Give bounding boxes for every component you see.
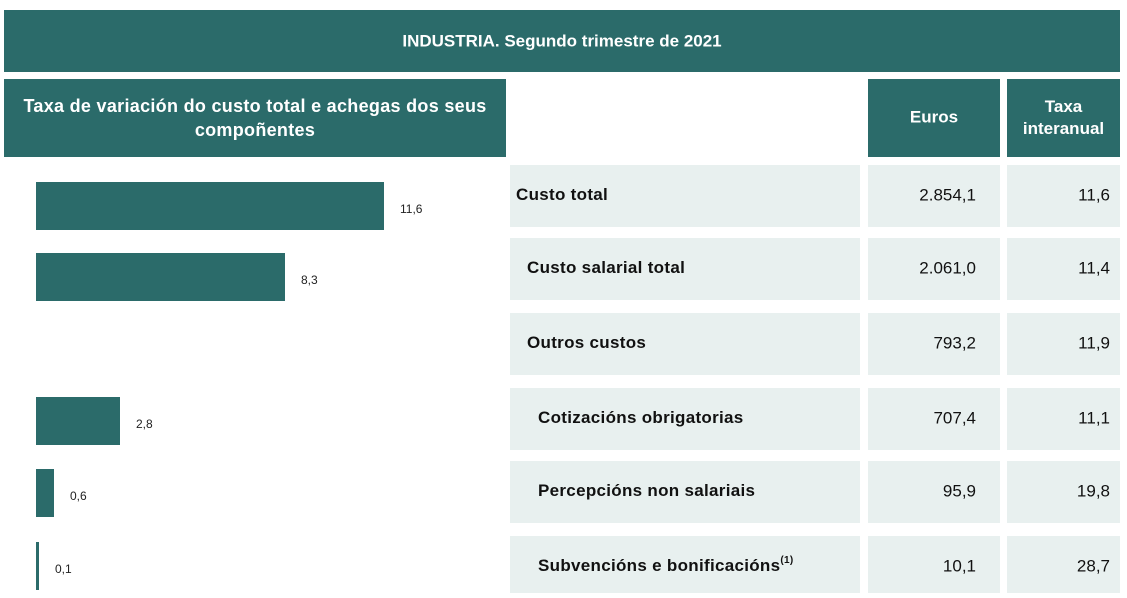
row-label-cell (510, 165, 860, 227)
row-label: Subvencións e bonificacións(1) (538, 555, 794, 576)
value-cell (868, 536, 1000, 593)
row-label: Outros custos (527, 333, 646, 352)
column-header-wrap: Taxa interanual (1022, 97, 1105, 138)
rate-value: 11,9 (1078, 333, 1110, 352)
bar-label: 11,6 (400, 202, 423, 216)
value-cell (868, 165, 1000, 227)
row-label: Custo total (516, 185, 608, 204)
row-label-cell (510, 461, 860, 523)
bar (36, 182, 384, 230)
bar-label: 0,1 (55, 562, 72, 576)
chart-title: Taxa de variación do custo total e acheg… (23, 96, 487, 140)
title-banner (4, 10, 1120, 72)
column-header: Taxa interanual (1022, 97, 1105, 138)
euros-value: 10,1 (943, 556, 976, 575)
rate-value: 11,4 (1078, 258, 1110, 277)
row-label-text: Subvencións e bonificacións (538, 556, 780, 575)
header-cell (868, 79, 1000, 157)
bar-label: 8,3 (301, 273, 318, 287)
row-label-text: Percepcións non salariais (538, 481, 755, 500)
row-label-text: Cotizacións obrigatorias (538, 408, 744, 427)
rate-value: 28,7 (1077, 556, 1110, 575)
row-label-cell (510, 388, 860, 450)
value-cell (1007, 165, 1120, 227)
chart-title-wrap: Taxa de variación do custo total e acheg… (23, 96, 487, 140)
row-label-text: Outros custos (527, 333, 646, 352)
bar (36, 469, 54, 517)
row-label: Custo salarial total (527, 258, 685, 277)
value-cell (1007, 461, 1120, 523)
bar (36, 542, 39, 590)
bar-label: 0,6 (70, 489, 87, 503)
row-label: Cotizacións obrigatorias (538, 408, 744, 427)
column-header: Euros (910, 107, 958, 126)
bar-label: 2,8 (136, 417, 153, 431)
header-cell (1007, 79, 1120, 157)
euros-value: 2.061,0 (919, 258, 976, 277)
euros-value: 2.854,1 (919, 185, 976, 204)
euros-value: 793,2 (933, 333, 976, 352)
row-label-cell (510, 313, 860, 375)
footnote-mark: (1) (780, 555, 793, 566)
value-cell (1007, 313, 1120, 375)
bar (36, 397, 120, 445)
rate-value: 11,6 (1078, 185, 1110, 204)
value-cell (868, 238, 1000, 300)
row-label: Percepcións non salariais (538, 481, 755, 500)
value-cell (1007, 536, 1120, 593)
rate-value: 19,8 (1077, 481, 1110, 500)
page-title: INDUSTRIA. Segundo trimestre de 2021 (402, 31, 721, 50)
value-cell (1007, 388, 1120, 450)
value-cell (868, 313, 1000, 375)
euros-value: 95,9 (943, 481, 976, 500)
rate-value: 11,1 (1078, 408, 1110, 427)
bar (36, 253, 285, 301)
euros-value: 707,4 (933, 408, 976, 427)
value-cell (868, 461, 1000, 523)
chart-title-box (4, 79, 506, 157)
row-label-text: Custo total (516, 185, 608, 204)
row-label-text: Custo salarial total (527, 258, 685, 277)
row-label-cell (510, 238, 860, 300)
row-label-cell (510, 536, 860, 593)
value-cell (1007, 238, 1120, 300)
value-cell (868, 388, 1000, 450)
